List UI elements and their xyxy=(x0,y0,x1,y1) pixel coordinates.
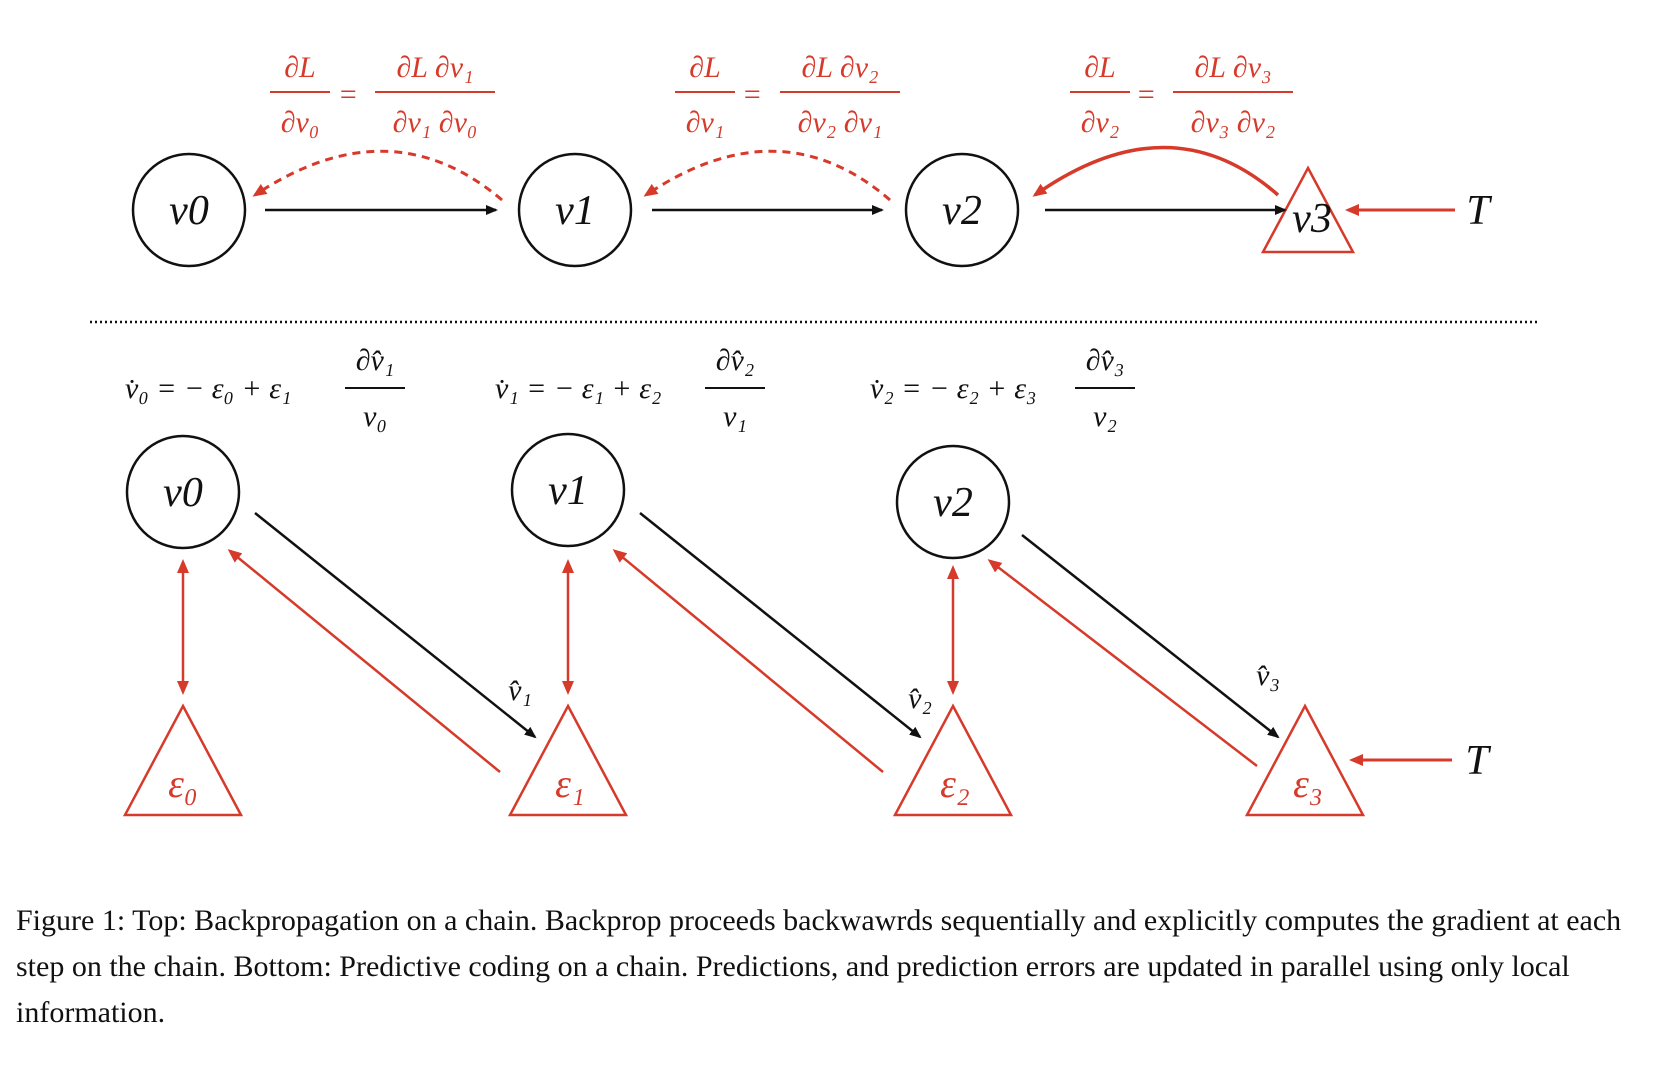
prediction-label-3: v̂₃ xyxy=(1256,659,1280,692)
upd0-num: ∂v̂₁ xyxy=(356,344,395,377)
top-output-v3-label: v3 xyxy=(1292,196,1332,242)
bottom-error-e3: ε₃ xyxy=(1244,703,1366,817)
eq1-rhs-num: ∂L ∂v₂ xyxy=(801,51,878,84)
upd2-den: v₂ xyxy=(1093,400,1117,433)
eq0-lhs-den: ∂v₀ xyxy=(281,106,320,139)
bottom-prediction-arrow-2 xyxy=(639,512,922,739)
eq2-lhs-num: ∂L xyxy=(1084,51,1116,84)
top-node-v2-label: v2 xyxy=(942,188,982,234)
top-backward-arrow-1 xyxy=(643,149,891,202)
bottom-target-label: T xyxy=(1465,738,1491,784)
top-node-v1: v1 xyxy=(517,152,633,268)
top-node-v0: v0 xyxy=(131,152,247,268)
eq2-lhs-den: ∂v₂ xyxy=(1081,106,1120,139)
bottom-node-v2: v2 xyxy=(895,444,1011,560)
bottom-prediction-arrow-3 xyxy=(1021,534,1280,739)
eq2-rhs-den: ∂v₃ ∂v₂ xyxy=(1191,106,1276,139)
top-gradient-eq-2: ∂L ∂v₂ = ∂L ∂v₃ ∂v₃ ∂v₂ xyxy=(1070,51,1293,139)
upd2-lhs: v̇₂ = − ε₂ + ε₃ xyxy=(870,372,1036,405)
bottom-error-arrow-1 xyxy=(227,549,501,773)
bottom-error-e1-label: ε₁ xyxy=(555,761,585,806)
bottom-error-e0-label: ε₀ xyxy=(168,761,198,806)
bottom-node-v1-label: v1 xyxy=(548,468,588,514)
svg-text:=: = xyxy=(1136,78,1156,111)
bottom-error-e1: ε₁ xyxy=(507,703,629,817)
bottom-error-arrow-3 xyxy=(987,559,1258,767)
eq0-rhs-den: ∂v₁ ∂v₀ xyxy=(393,106,478,139)
upd2-num: ∂v̂₃ xyxy=(1086,344,1125,377)
top-node-v1-label: v1 xyxy=(555,188,595,234)
bottom-error-arrow-2 xyxy=(612,549,884,773)
prediction-label-1: v̂₁ xyxy=(508,674,532,707)
bottom-error-e2-label: ε₂ xyxy=(940,761,970,806)
top-backward-arrow-0 xyxy=(252,149,503,202)
eq0-lhs-num: ∂L xyxy=(284,51,316,84)
bottom-update-eq-1: v̇₁ = − ε₁ + ε₂ ∂v̂₂ v₁ xyxy=(495,344,765,433)
eq1-rhs-den: ∂v₂ ∂v₁ xyxy=(798,106,883,139)
bottom-node-v1: v1 xyxy=(510,432,626,548)
bottom-update-eq-0: v̇₀ = − ε₀ + ε₁ ∂v̂₁ v₀ xyxy=(125,344,405,433)
top-node-v2: v2 xyxy=(904,152,1020,268)
bottom-node-v2-label: v2 xyxy=(933,480,973,526)
top-node-v0-label: v0 xyxy=(169,188,209,234)
eq1-lhs-den: ∂v₁ xyxy=(686,106,725,139)
bottom-prediction-arrow-1 xyxy=(254,512,537,739)
svg-text:=: = xyxy=(742,78,762,111)
bottom-error-e0: ε₀ xyxy=(122,703,244,817)
upd1-num: ∂v̂₂ xyxy=(716,344,755,377)
top-gradient-eq-1: ∂L ∂v₁ = ∂L ∂v₂ ∂v₂ ∂v₁ xyxy=(675,51,900,139)
eq2-rhs-num: ∂L ∂v₃ xyxy=(1194,51,1271,84)
figure-caption: Figure 1: Top: Backpropagation on a chai… xyxy=(16,904,1622,1029)
top-gradient-eq-0: ∂L ∂v₀ = ∂L ∂v₁ ∂v₁ ∂v₀ xyxy=(270,51,495,139)
svg-text:=: = xyxy=(338,78,358,111)
backprop-vs-predictive-coding-diagram: ∂L ∂v₀ = ∂L ∂v₁ ∂v₁ ∂v₀ ∂L ∂v₁ = ∂L ∂v₂ … xyxy=(90,51,1538,817)
upd1-den: v₁ xyxy=(723,400,747,433)
eq1-lhs-num: ∂L xyxy=(689,51,721,84)
bottom-error-e2: ε₂ xyxy=(892,703,1014,817)
top-target-label: T xyxy=(1466,188,1492,234)
upd0-lhs: v̇₀ = − ε₀ + ε₁ xyxy=(125,372,291,405)
eq0-rhs-num: ∂L ∂v₁ xyxy=(396,51,473,84)
bottom-node-v0: v0 xyxy=(125,434,241,550)
top-output-v3: v3 xyxy=(1260,165,1356,254)
top-backward-arrow-2 xyxy=(1032,145,1280,197)
upd1-lhs: v̇₁ = − ε₁ + ε₂ xyxy=(495,372,661,405)
bottom-node-v0-label: v0 xyxy=(163,470,203,516)
upd0-den: v₀ xyxy=(363,400,387,433)
bottom-update-eq-2: v̇₂ = − ε₂ + ε₃ ∂v̂₃ v₂ xyxy=(870,344,1135,433)
bottom-error-e3-label: ε₃ xyxy=(1293,761,1323,806)
prediction-label-2: v̂₂ xyxy=(908,682,932,715)
